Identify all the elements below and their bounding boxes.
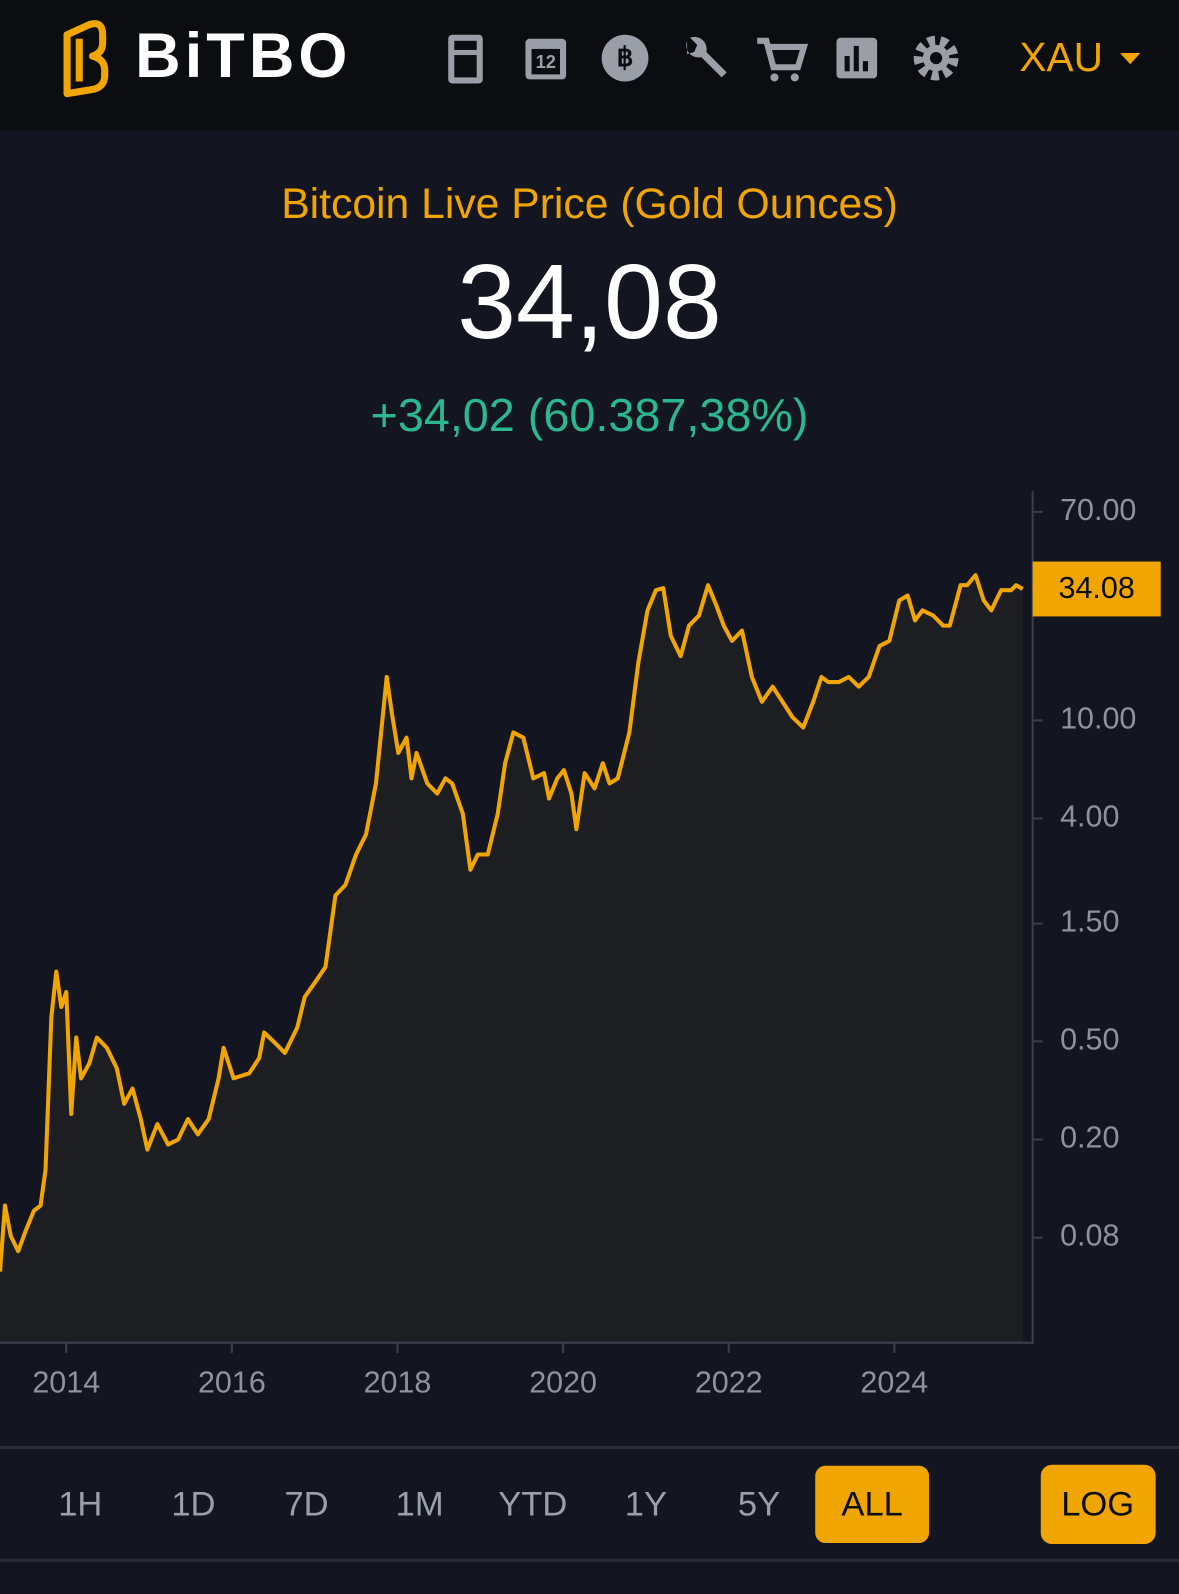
y-tick-label: 4.00 [1060, 800, 1119, 834]
x-tick-label: 2022 [695, 1366, 763, 1400]
chart: 70.00 10.00 4.00 1.50 0.50 0.20 0.08 2014 2016 20… [0, 491, 1161, 1400]
log-toggle-bg [1040, 1464, 1156, 1545]
wrench-icon[interactable] [686, 36, 727, 78]
range-button[interactable]: 1D [171, 1486, 215, 1524]
currency: XAU [1019, 34, 1103, 80]
log-toggle[interactable]: LOG [1040, 1464, 1156, 1545]
range-button[interactable]: ALL [815, 1465, 930, 1544]
y-tick-label: 0.08 [1060, 1219, 1119, 1253]
bitcoin-icon[interactable]: ฿ [601, 34, 649, 82]
range-button-label: 1Y [625, 1486, 667, 1524]
range-button-label: 1M [396, 1486, 444, 1524]
calendar-icon[interactable]: 12 [525, 38, 567, 80]
x-tick-label: 2018 [364, 1366, 432, 1400]
current-price-label: 34.08 [1059, 571, 1135, 605]
nav-icons: 12 ฿ [448, 34, 959, 84]
calculator-icon[interactable] [448, 34, 483, 84]
current-price-badge [1032, 561, 1161, 617]
brand: BiTBO [135, 21, 351, 91]
range-button-label: 5Y [738, 1486, 780, 1524]
logo[interactable]: BiTBO [63, 20, 351, 98]
dropdown-arrow [1120, 53, 1141, 65]
y-tick-label: 10.00 [1060, 701, 1136, 735]
calendar-day: 12 [536, 51, 556, 72]
range-button-label: 7D [284, 1486, 328, 1524]
price-title: Bitcoin Live Price (Gold Ounces) [281, 180, 898, 228]
y-tick-label: 1.50 [1060, 905, 1119, 939]
x-tick-label: 2016 [198, 1366, 266, 1400]
range-button[interactable]: 1H [58, 1486, 102, 1524]
x-tick-label: 2024 [860, 1366, 928, 1400]
price-value: 34,08 [457, 243, 721, 361]
price-line [0, 573, 1024, 1272]
y-tick-label: 0.20 [1060, 1121, 1119, 1155]
range-button-label: 1H [58, 1486, 102, 1524]
range-controls: 1H 1D 7D 1M YTD 1Y 5Y ALL LOG [58, 1464, 1156, 1545]
range-button[interactable]: 1M [396, 1486, 444, 1524]
cart-icon[interactable] [757, 37, 809, 82]
range-button-label: 1D [171, 1486, 215, 1524]
currency-selector[interactable]: XAU [1019, 34, 1141, 80]
range-button[interactable]: 7D [284, 1486, 328, 1524]
log-toggle-label: LOG [1061, 1486, 1134, 1524]
y-tick-label: 0.50 [1060, 1022, 1119, 1056]
x-tick-label: 2020 [529, 1366, 597, 1400]
stats-icon[interactable] [836, 37, 878, 79]
y-tick-label: 70.00 [1060, 493, 1136, 527]
range-button-label: ALL [841, 1486, 902, 1524]
range-button[interactable]: 1Y [625, 1486, 667, 1524]
header-bar [0, 0, 1179, 131]
range-button-bg [815, 1465, 930, 1544]
area-fill [0, 575, 1023, 1343]
range-button[interactable]: 5Y [738, 1486, 780, 1524]
settings-icon[interactable] [913, 35, 959, 81]
range-button[interactable]: YTD [498, 1486, 567, 1524]
logo-icon [63, 20, 109, 98]
range-button-label: YTD [498, 1486, 567, 1524]
price-change: +34,02 (60.387,38%) [371, 389, 809, 441]
svg-text:฿: ฿ [617, 42, 634, 72]
x-tick-label: 2014 [32, 1366, 100, 1400]
